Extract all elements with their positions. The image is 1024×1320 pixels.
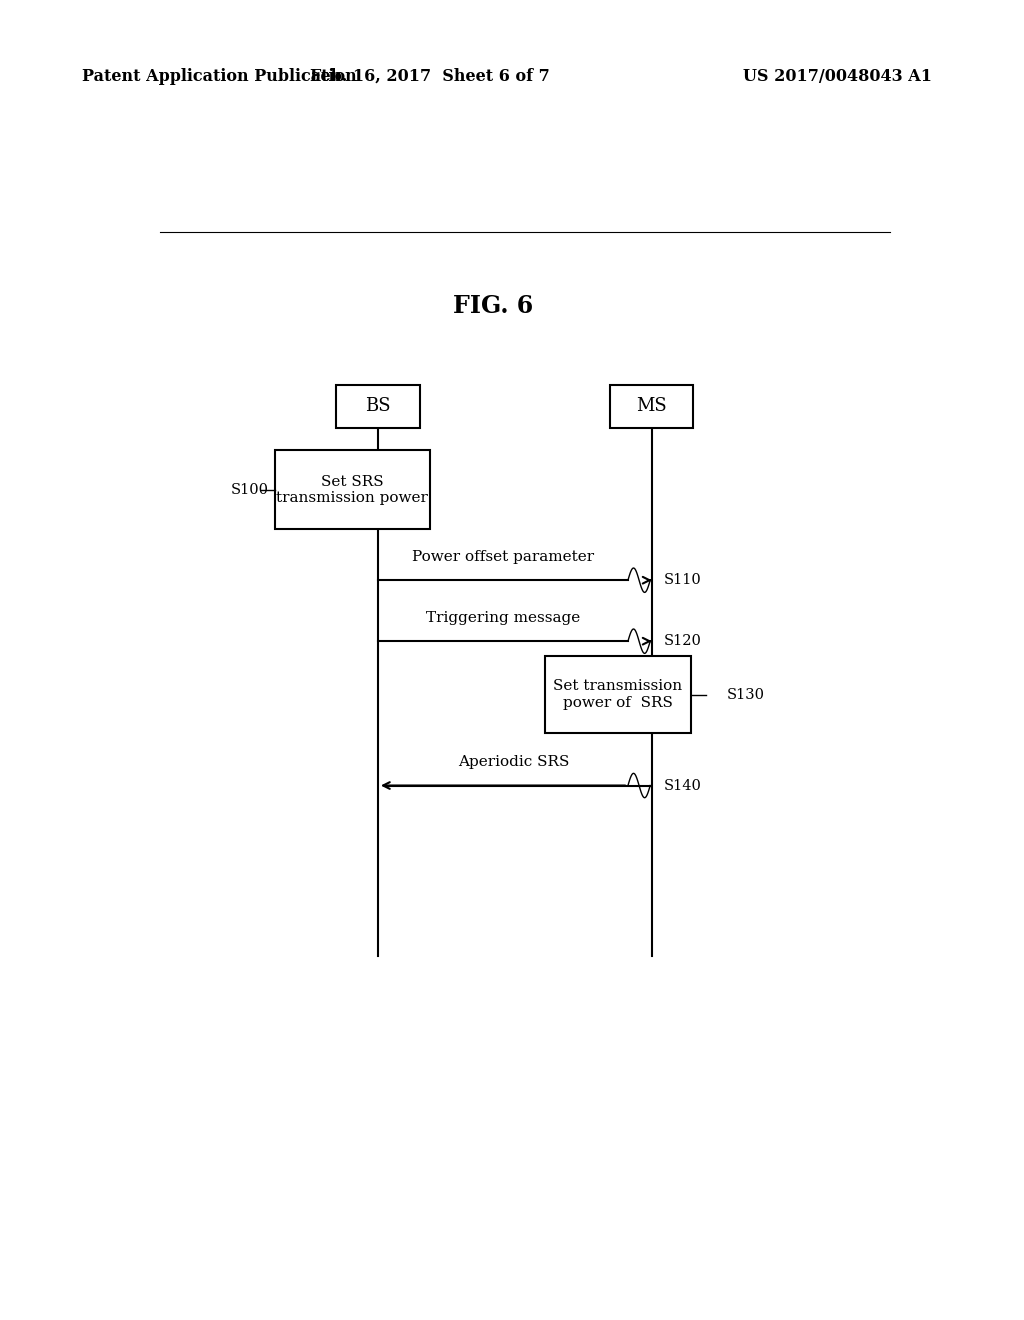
Bar [274, 450, 430, 529]
Text: S100: S100 [231, 483, 269, 496]
Text: Power offset parameter: Power offset parameter [412, 550, 594, 564]
Text: Set transmission
power of  SRS: Set transmission power of SRS [554, 680, 683, 710]
Text: S140: S140 [664, 779, 701, 792]
Text: BS: BS [366, 397, 391, 416]
Bar [336, 385, 420, 428]
Bar [610, 385, 693, 428]
Text: S130: S130 [727, 688, 765, 701]
Text: Patent Application Publication: Patent Application Publication [82, 69, 356, 84]
Text: US 2017/0048043 A1: US 2017/0048043 A1 [742, 69, 932, 84]
Text: S110: S110 [664, 573, 701, 587]
Text: MS: MS [636, 397, 668, 416]
Text: S120: S120 [664, 634, 701, 648]
Text: Triggering message: Triggering message [426, 611, 581, 624]
Text: FIG. 6: FIG. 6 [453, 294, 534, 318]
Bar [545, 656, 691, 733]
Text: Aperiodic SRS: Aperiodic SRS [459, 755, 569, 770]
Text: Set SRS
transmission power: Set SRS transmission power [276, 475, 428, 504]
Text: Feb. 16, 2017  Sheet 6 of 7: Feb. 16, 2017 Sheet 6 of 7 [310, 69, 550, 84]
